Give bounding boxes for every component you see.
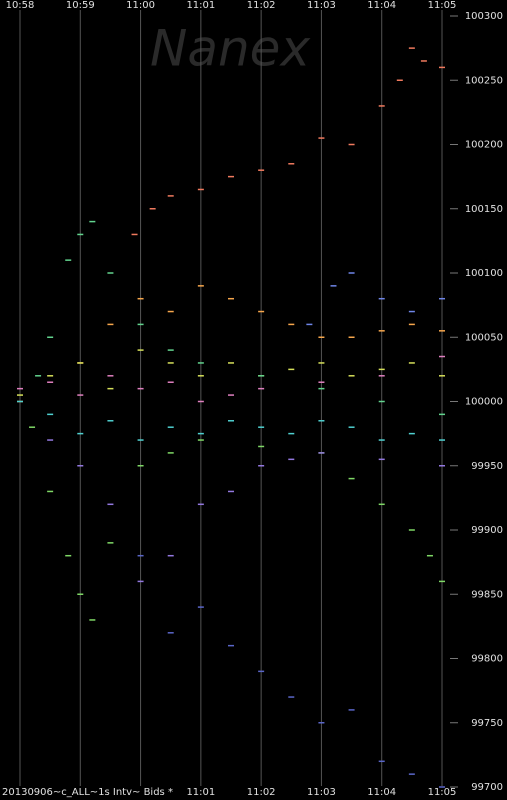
- y-tick-label: 99800: [471, 654, 503, 665]
- y-tick-label: 100200: [465, 140, 503, 151]
- x-tick-label: 11:04: [367, 0, 396, 11]
- x-tick-label: 11:03: [307, 0, 336, 11]
- x-tick-label: 11:01: [186, 787, 215, 798]
- x-tick-label: 10:59: [66, 0, 95, 11]
- y-tick-label: 99700: [471, 782, 503, 793]
- x-tick-label: 11:03: [307, 787, 336, 798]
- y-tick-label: 100150: [465, 204, 503, 215]
- x-tick-label: 11:02: [247, 0, 276, 11]
- x-tick-label: 11:04: [367, 787, 396, 798]
- footer: 20130906~c_ALL~1s Intv~ Bids *: [2, 787, 173, 798]
- x-tick-label: 10:58: [6, 0, 35, 11]
- x-tick-label: 11:00: [126, 0, 155, 11]
- y-tick-label: 99950: [471, 461, 503, 472]
- y-tick-label: 100300: [465, 11, 503, 22]
- y-tick-label: 99850: [471, 589, 503, 600]
- watermark: Nanex: [150, 20, 310, 78]
- x-tick-label: 11:02: [247, 787, 276, 798]
- x-tick-label: 11:01: [186, 0, 215, 11]
- y-tick-label: 100250: [465, 75, 503, 86]
- y-tick-label: 100050: [465, 332, 503, 343]
- y-tick-label: 100000: [465, 397, 503, 408]
- x-tick-label: 11:05: [428, 0, 457, 11]
- x-tick-label: 11:05: [428, 787, 457, 798]
- y-tick-label: 99900: [471, 525, 503, 536]
- y-tick-label: 100100: [465, 268, 503, 279]
- y-tick-label: 99750: [471, 718, 503, 729]
